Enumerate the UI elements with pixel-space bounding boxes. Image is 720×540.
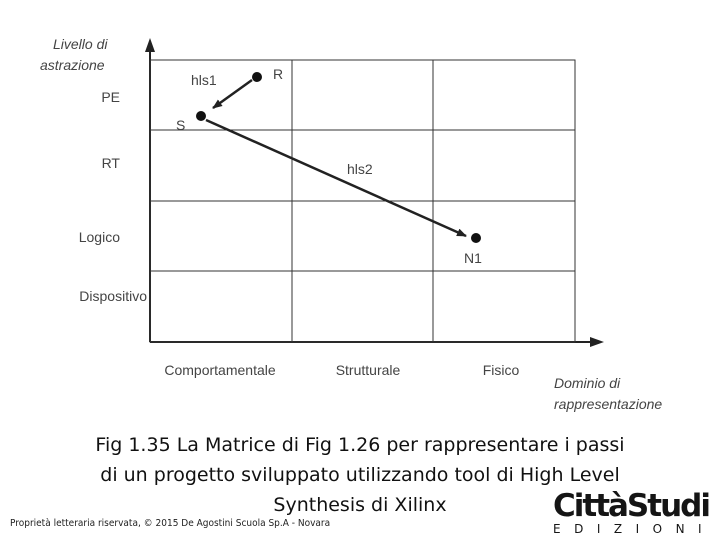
arrow-label-hls2: hls2 [347, 161, 373, 177]
row-label-logico: Logico [79, 229, 120, 245]
design-matrix-diagram: Livello di astrazione Dominio di rappres… [40, 36, 662, 412]
column-label-fisico: Fisico [483, 362, 520, 378]
arrow-hls2 [205, 118, 467, 238]
figure-caption: Fig 1.35 La Matrice di Fig 1.26 per rapp… [60, 430, 660, 520]
point-label-n1: N1 [464, 250, 482, 266]
row-label-rt: RT [102, 155, 121, 171]
y-axis-title-line1: Livello di [53, 36, 108, 52]
point-label-r: R [273, 66, 283, 82]
y-axis-arrowhead [145, 38, 155, 52]
column-label-strutturale: Strutturale [336, 362, 401, 378]
point-label-s: S [176, 117, 185, 133]
row-label-pe: PE [101, 89, 120, 105]
point-n1 [471, 233, 481, 243]
y-axis-title-line2: astrazione [40, 57, 105, 73]
x-axis-title-line1: Dominio di [554, 375, 621, 391]
arrow-hls1 [212, 78, 253, 110]
row-label-dispositivo: Dispositivo [79, 288, 147, 304]
point-r [252, 72, 262, 82]
arrow-label-hls1: hls1 [191, 72, 217, 88]
x-axis-arrowhead [590, 337, 604, 347]
caption-line-1: Fig 1.35 La Matrice di Fig 1.26 per rapp… [95, 434, 625, 456]
copyright-footer: Proprietà letteraria riservata, © 2015 D… [10, 518, 331, 529]
publisher-logo: CittàStudi EDIZIONI [553, 490, 718, 536]
logo-wordmark: CittàStudi [553, 488, 711, 524]
matrix-grid [149, 59, 576, 343]
caption-line-2: di un progetto sviluppato utilizzando to… [100, 464, 620, 486]
point-s [196, 111, 206, 121]
column-label-comportamentale: Comportamentale [164, 362, 275, 378]
x-axis-title-line2: rappresentazione [554, 396, 662, 412]
logo-subtitle: EDIZIONI [553, 522, 716, 536]
caption-line-3: Synthesis di Xilinx [273, 494, 447, 516]
